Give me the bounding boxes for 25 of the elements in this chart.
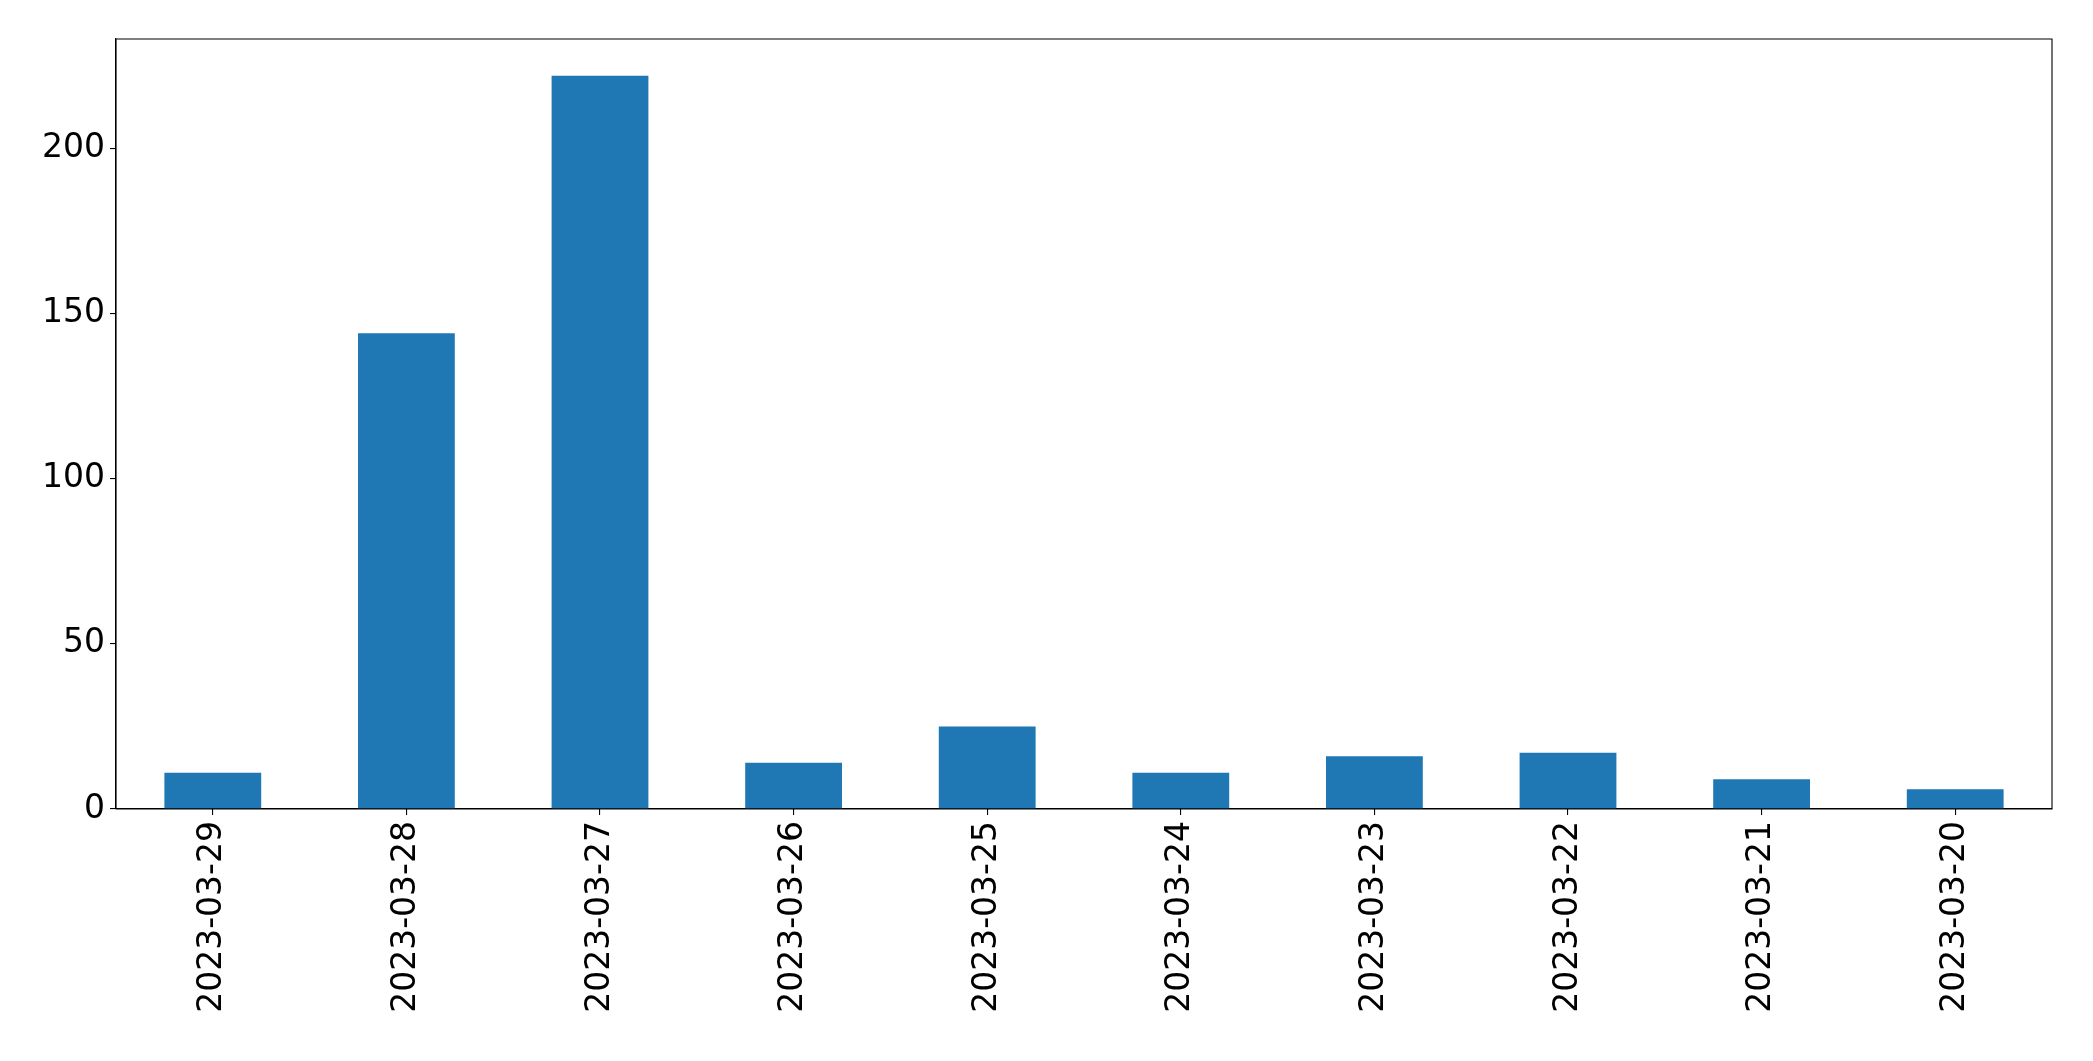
x-tick-label: 2023-03-24: [1158, 821, 1198, 1013]
y-tick-label: 100: [42, 456, 105, 496]
bar: [1906, 789, 2004, 809]
x-tick-label: 2023-03-27: [577, 821, 617, 1013]
bar: [1326, 756, 1423, 809]
bar: [1519, 752, 1617, 809]
bar: [745, 762, 842, 809]
y-tick-label: 150: [42, 291, 105, 331]
x-tick-label: 2023-03-25: [964, 821, 1004, 1013]
x-tick-label: 2023-03-26: [771, 821, 811, 1013]
bar: [164, 772, 262, 809]
x-tick-label: 2023-03-22: [1545, 821, 1585, 1013]
bar: [1713, 779, 1810, 809]
bar: [938, 726, 1036, 809]
bar: [551, 75, 649, 809]
y-tick-label: 50: [63, 621, 105, 661]
x-tick-label: 2023-03-20: [1932, 821, 1972, 1013]
bar: [358, 333, 455, 809]
bar: [1132, 772, 1230, 809]
y-tick-label: 200: [42, 125, 105, 165]
x-tick-label: 2023-03-28: [383, 821, 423, 1013]
x-tick-label: 2023-03-23: [1351, 821, 1391, 1013]
x-tick-label: 2023-03-21: [1739, 821, 1779, 1013]
x-tick-label: 2023-03-29: [190, 821, 230, 1013]
y-tick-label: 0: [84, 786, 105, 826]
